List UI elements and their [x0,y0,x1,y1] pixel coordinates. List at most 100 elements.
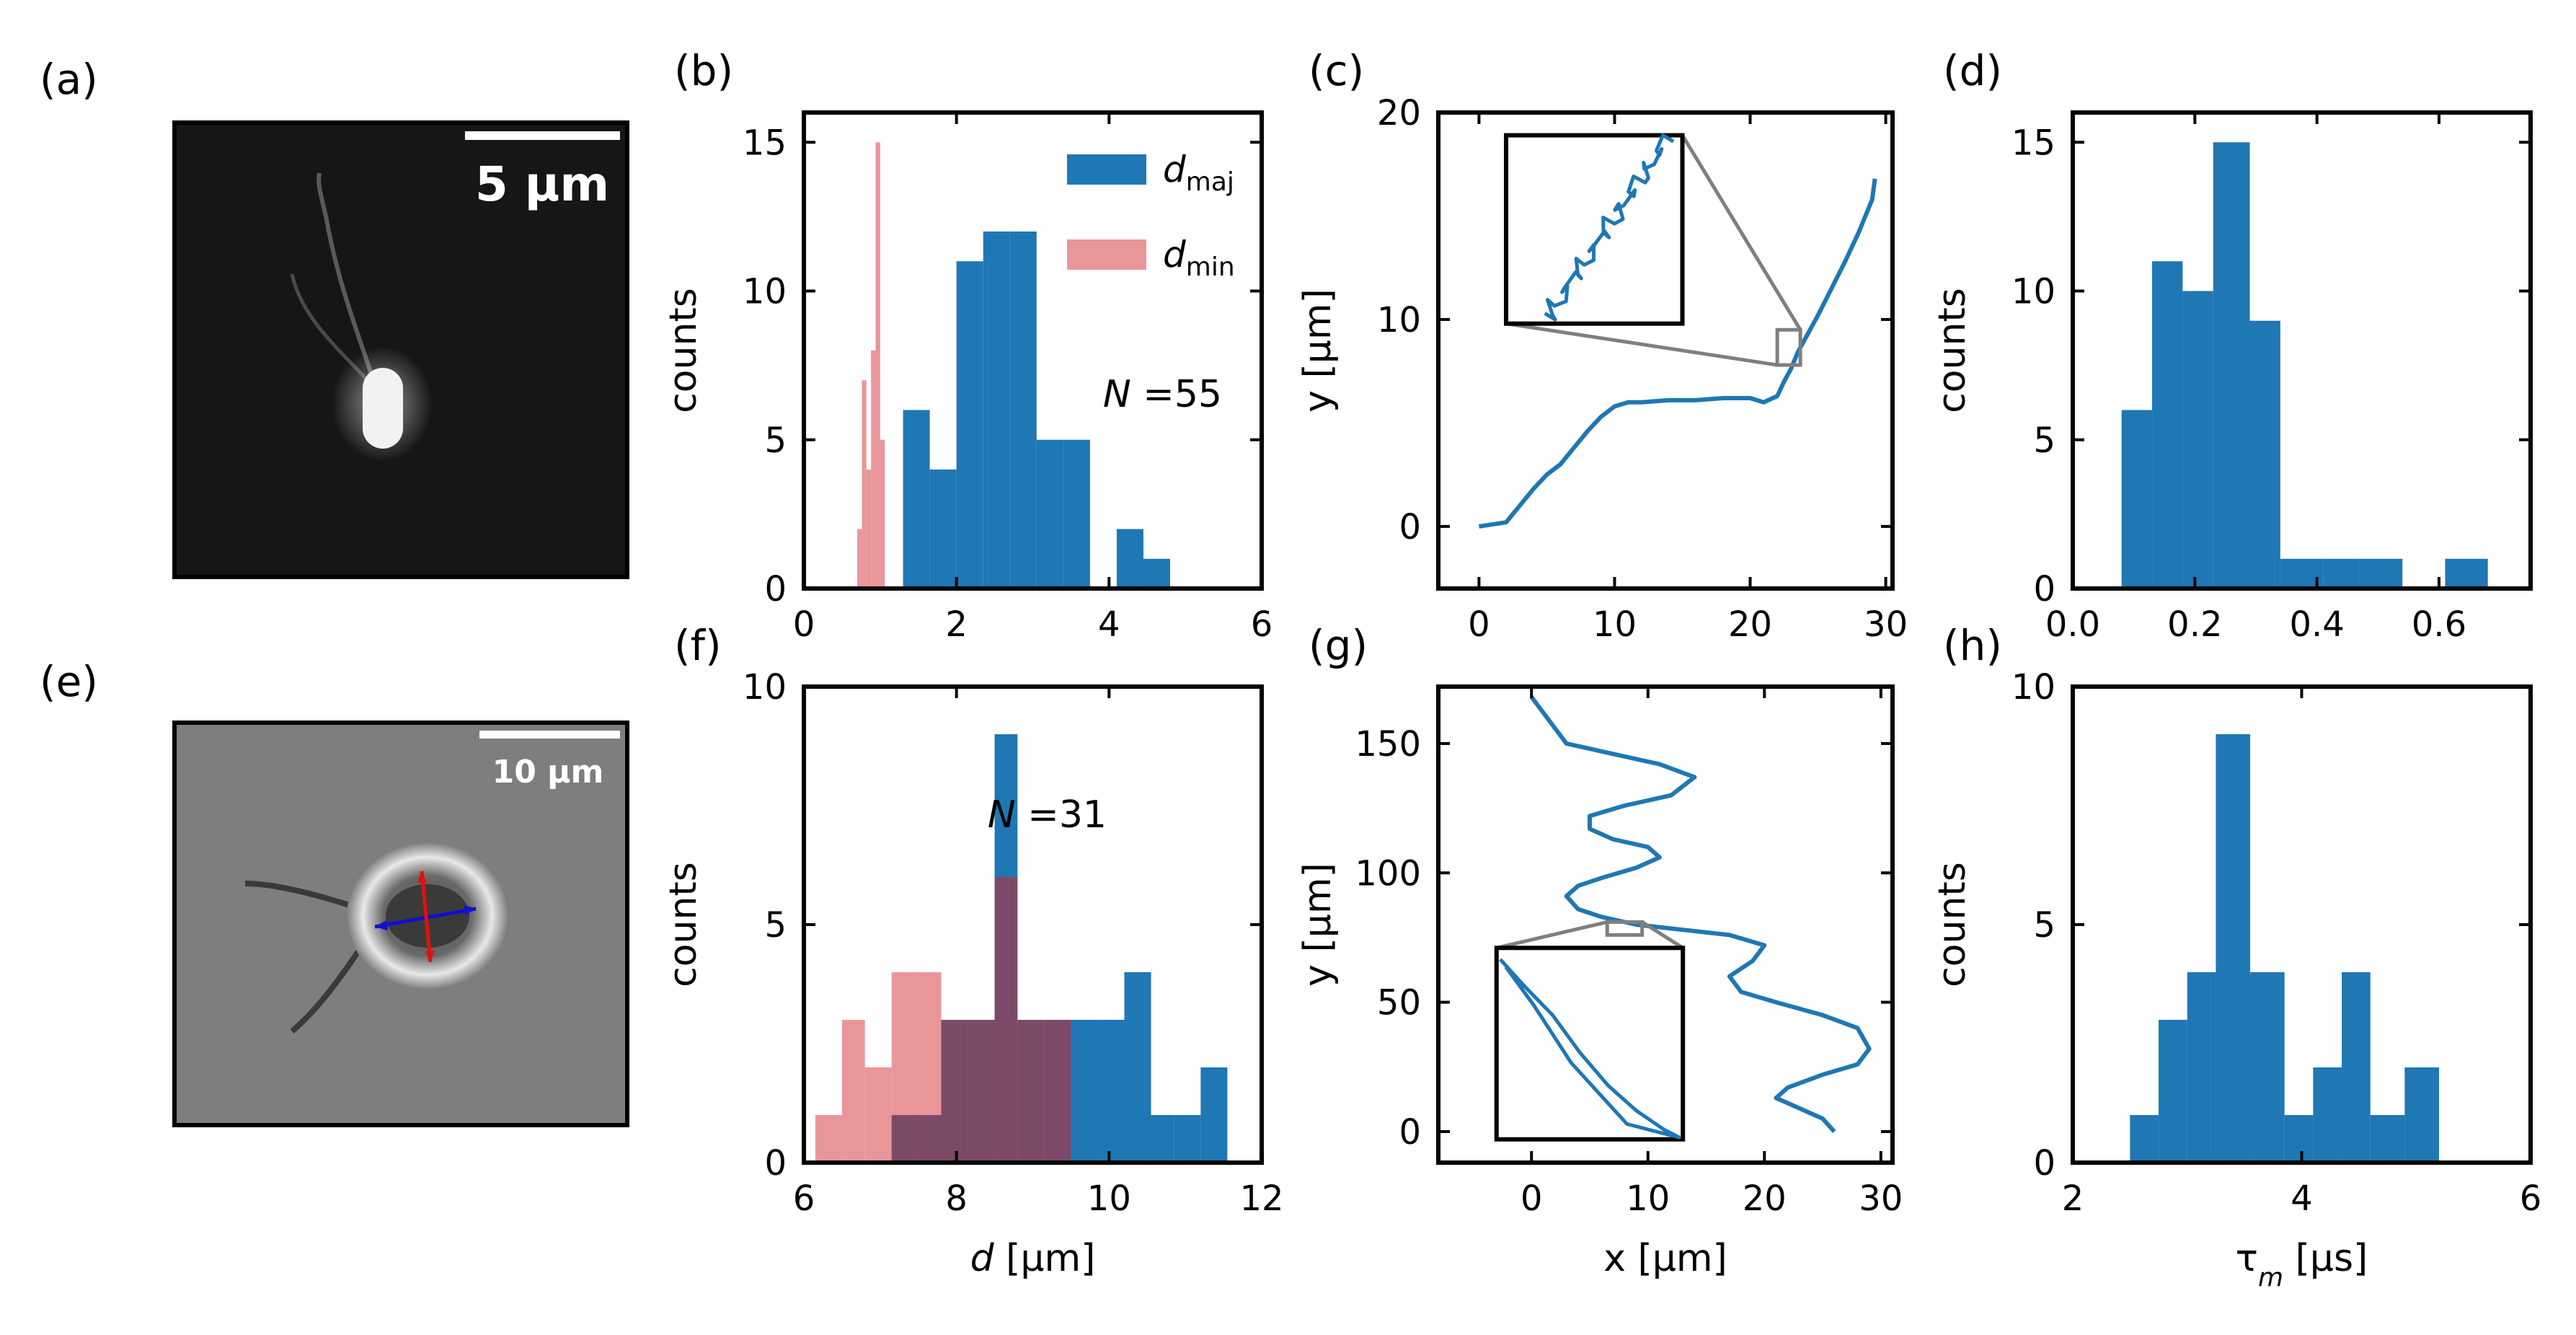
scalebar-a [465,131,620,140]
y-tick-label-g: 50 [1377,983,1421,1023]
y-tick-label-g: 0 [1399,1112,1421,1153]
y-tick-label-c: 0 [1399,507,1421,547]
x-tick-label-f: 8 [945,1178,968,1219]
bar-d_maj-12 [1200,1067,1228,1163]
x-axis-label-f: d [μm] [970,1237,1096,1280]
y-axis-label-h: counts [1931,862,1974,987]
cell-body-a [363,368,403,449]
bar-d_maj-11 [1174,1115,1201,1163]
axes-frame-g [1436,684,1895,1165]
bar-d_maj-7 [1071,1020,1098,1163]
axes-frame-c [1436,110,1895,591]
x-tick-label-g: 10 [1626,1178,1670,1219]
bar-overlap-8 [1017,1020,1045,1163]
bar-d_min-1 [841,1020,865,1163]
x-tick-label-g: 20 [1743,1178,1787,1219]
chart-panel-b: 0 2 4 6 0 5 10 15 counts N =55 dmaj dmin [662,110,1273,645]
y-tick-label-g: 100 [1355,853,1421,894]
bar-d_maj-3 [983,232,1010,589]
y-tick-label-d: 0 [2033,569,2055,609]
y-axis-label-g: y [μm] [1296,863,1340,987]
y-tick-label-h: 5 [2033,905,2055,946]
chart-panel-d: 0.0 0.2 0.4 0.6 0 5 10 15 counts [1931,110,2533,645]
y-tick-label-b: 5 [764,420,787,461]
bar-d_maj-6 [1063,439,1090,589]
y-tick-label-d: 5 [2033,420,2055,461]
scalebar-e [479,731,620,739]
bar-overlap-6 [968,1020,995,1163]
chart-panel-c: 0 10 20 30 0 10 20 y [μm] [1296,93,1908,645]
x-tick-label-d: 0.6 [2412,604,2466,645]
bar-overlap-9 [1044,1020,1071,1163]
panel-label-e: (e) [40,657,98,706]
bar-series-8 [2370,1115,2405,1163]
x-tick-label-h: 4 [2290,1178,2313,1219]
y-tick-label-c: 20 [1377,93,1421,133]
x-tick-label-b: 0 [793,604,815,645]
arrow-minor-e [420,871,433,963]
inset-connector-1 [1496,920,1608,950]
bar-series-2 [2187,972,2216,1163]
arrowhead-major-left [375,920,388,930]
panel-label-a: (a) [40,55,98,104]
bar-series-3 [2216,734,2251,1163]
bar-d_maj-4 [1009,232,1037,589]
panel-label-c: (c) [1309,46,1364,95]
axes-frame-b [802,110,1264,591]
y-tick-label-h: 10 [2011,667,2055,708]
x-tick-label-b: 2 [945,604,968,645]
bar-d_min-1 [862,380,867,589]
bar-d_min-4 [875,142,880,589]
bar-series-0 [2130,1115,2159,1163]
bar-series-4 [2250,972,2285,1163]
scalebar-label-a: 5 μm [475,157,609,212]
inset-source-box [1775,327,1802,367]
y-axis-label-d: counts [1931,288,1974,413]
bar-overlap-3 [891,1115,915,1163]
bar-series-7 [2359,558,2403,589]
panel-label-b: (b) [674,46,733,95]
y-tick-label-h: 0 [2033,1143,2055,1184]
inset-source-box [1605,920,1645,937]
bar-series-5 [2284,1115,2314,1163]
bar-series-1 [2152,261,2183,589]
bar-overlap-4 [914,1115,942,1163]
y-axis-label-c: y [μm] [1296,288,1340,413]
bar-series-0 [2121,410,2153,589]
bar-series-6 [2313,1067,2342,1163]
inset-connector-2 [1505,322,1778,367]
bar-d_min-2 [866,470,872,589]
bar-overlap-7 [994,877,1018,1163]
micrograph-e: 10 μm [172,721,629,1127]
bar-d_maj-9 [1143,558,1170,589]
x-tick-label-b: 6 [1251,604,1273,645]
x-tick-label-d: 0.4 [2289,604,2344,645]
bar-series-6 [2323,558,2360,589]
x-axis-label-g: x [μm] [1603,1237,1727,1280]
bar-series-9 [2445,558,2488,589]
legend-label-1: dmin [1163,234,1235,282]
x-tick-label-d: 0.0 [2045,604,2100,645]
bar-d_min-2 [864,1067,892,1163]
y-tick-label-g: 150 [1355,724,1421,765]
bar-series-3 [2213,142,2250,589]
chart-panel-g: 0 10 20 30 0 50 100 150 y [μm] x [μm] [1296,684,1903,1280]
bar-series-1 [2159,1020,2187,1163]
axes-frame-d [2071,110,2533,591]
y-tick-label-f: 10 [743,667,787,708]
chart-panel-h: 2 4 6 0 5 10 counts τm [μs] [1931,667,2541,1292]
x-tick-label-c: 0 [1468,604,1490,645]
y-tick-label-f: 5 [764,905,787,946]
x-tick-label-c: 20 [1728,604,1772,645]
x-tick-label-f: 10 [1087,1178,1131,1219]
y-axis-label-f: counts [662,862,705,987]
x-tick-label-c: 10 [1593,604,1637,645]
y-tick-label-c: 10 [1377,300,1421,340]
bar-series-7 [2342,972,2371,1163]
y-tick-label-b: 10 [743,272,787,312]
arrowhead-minor-bottom [425,951,435,962]
bar-d_maj-8 [1116,529,1143,589]
y-tick-label-b: 15 [743,123,787,163]
flagellum-e [244,881,362,912]
x-axis-label-h: τm [μs] [2236,1237,2368,1292]
